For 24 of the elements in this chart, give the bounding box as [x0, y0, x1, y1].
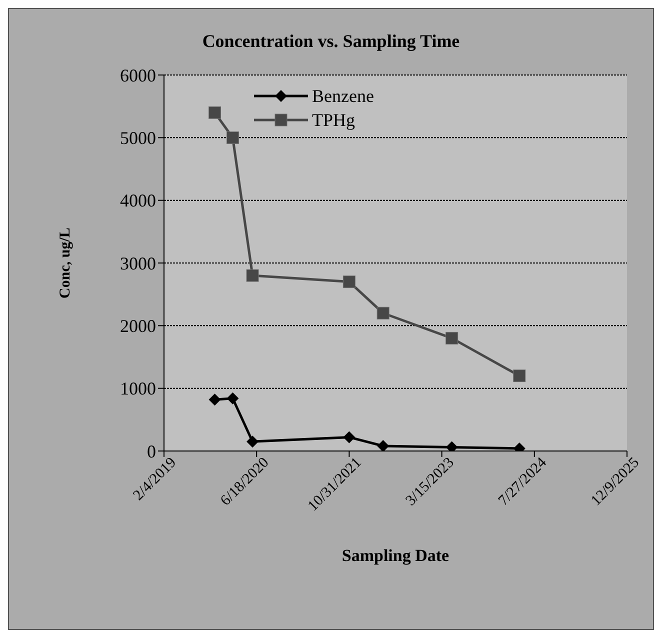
- x-axis-title: Sampling Date: [342, 546, 450, 565]
- y-tick-label: 2000: [120, 316, 156, 336]
- point: [246, 436, 259, 448]
- y-tick-label: 0: [147, 441, 156, 462]
- y-tick-label: 4000: [120, 190, 156, 211]
- point: [226, 392, 239, 404]
- legend-label: Benzene: [312, 86, 374, 106]
- legend-label: TPHg: [312, 110, 356, 130]
- point: [376, 306, 390, 320]
- point: [208, 106, 221, 119]
- point: [226, 131, 239, 144]
- point: [208, 394, 221, 406]
- point: [377, 440, 390, 451]
- point: [342, 276, 356, 288]
- y-tick-label: 6000: [120, 65, 156, 86]
- point: [446, 332, 458, 344]
- y-axis-title: Conc, ug/L: [57, 228, 74, 298]
- chart-title: Concentration vs. Sampling Time: [201, 31, 461, 52]
- point: [246, 269, 259, 282]
- y-tick-label: 3000: [120, 253, 156, 274]
- point: [343, 431, 356, 444]
- y-tick-label: 5000: [120, 128, 156, 148]
- y-tick-label: 1000: [120, 378, 156, 399]
- point: [513, 370, 526, 382]
